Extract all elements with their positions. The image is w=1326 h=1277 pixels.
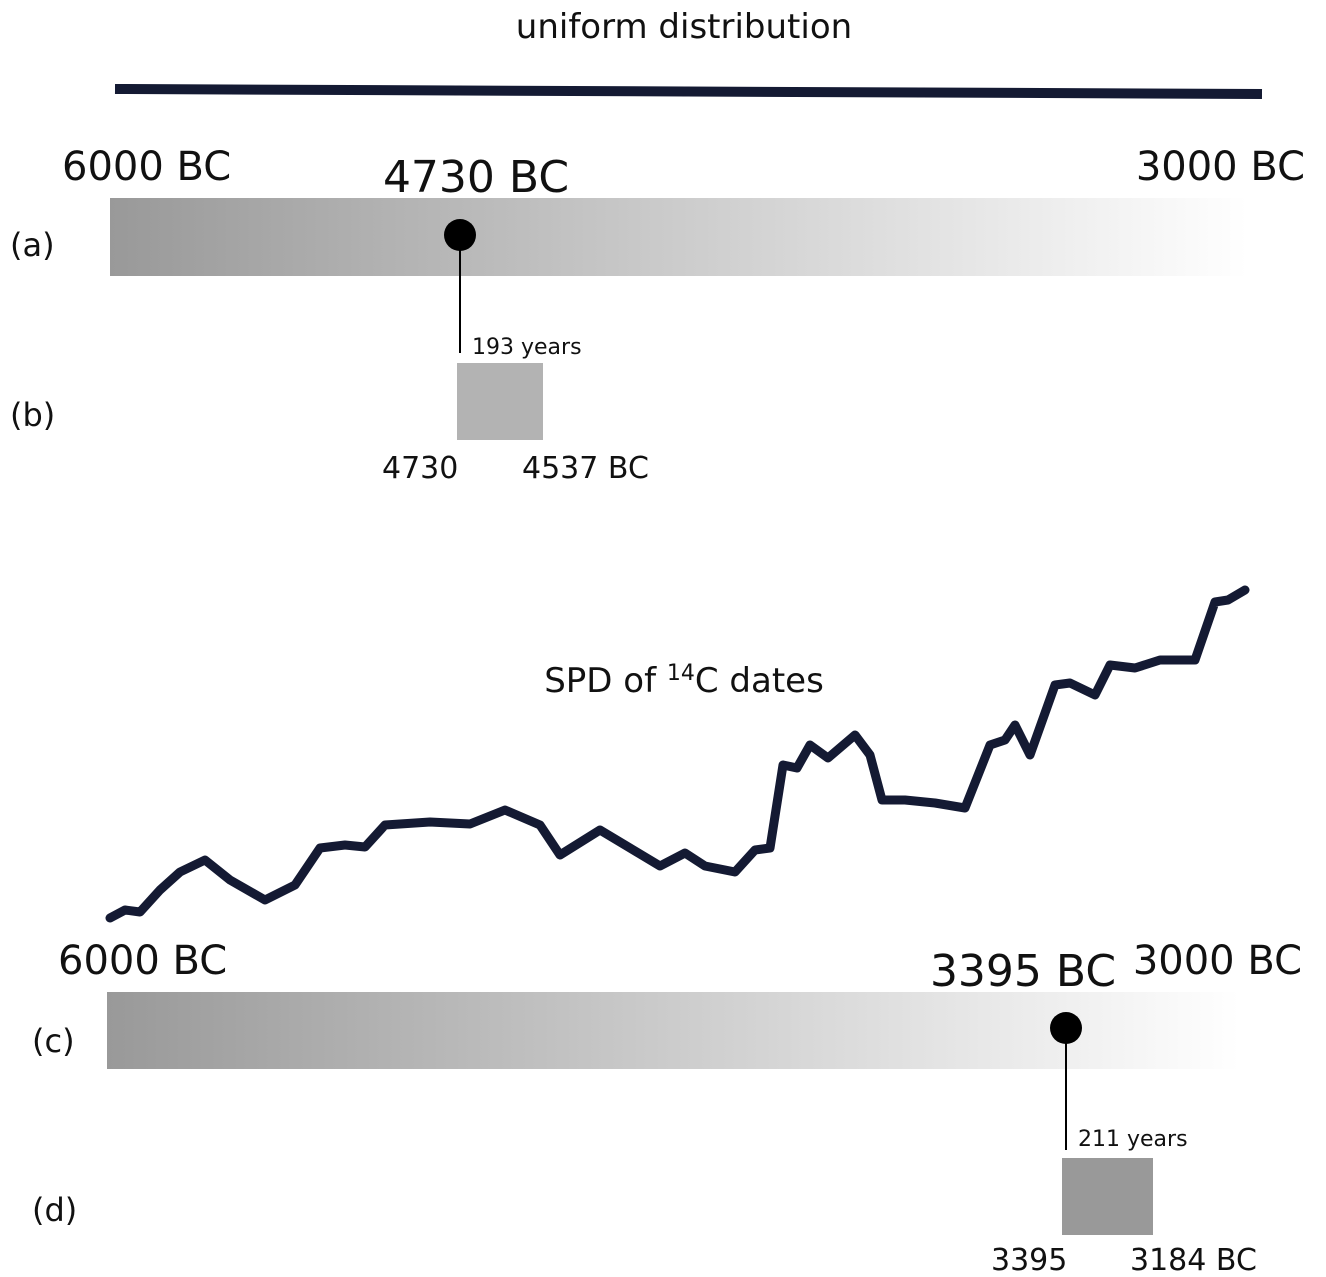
start-label: 6000 BC: [58, 938, 227, 984]
from-label: 3395: [991, 1243, 1067, 1277]
panel-label: (d): [32, 1191, 77, 1229]
superscript: 14: [667, 661, 695, 686]
panel-label: (c): [32, 1022, 75, 1060]
panel-label: (a): [10, 226, 55, 264]
span-label: 193 years: [472, 335, 582, 360]
uniform-line: [114, 84, 1263, 99]
from-label: 4730: [382, 451, 458, 486]
end-label: 3000 BC: [1133, 938, 1302, 984]
span-label: 211 years: [1078, 1127, 1188, 1152]
title-text: SPD of: [544, 661, 667, 701]
spd-title: SPD of 14C dates: [544, 661, 824, 701]
panel-label: (b): [10, 396, 55, 434]
timeline-bar: [110, 198, 1248, 276]
title: uniform distribution: [516, 7, 852, 47]
to-label: 3184 BC: [1130, 1243, 1257, 1277]
spd-curve: [105, 585, 1250, 923]
end-label: 3000 BC: [1136, 144, 1305, 190]
span-box: [457, 363, 543, 440]
start-label: 6000 BC: [62, 144, 231, 190]
span-box: [1062, 1158, 1153, 1235]
title-text: C dates: [695, 661, 824, 701]
to-label: 4537 BC: [522, 451, 649, 486]
date-label: 4730 BC: [383, 152, 569, 203]
date-label: 3395 BC: [930, 946, 1116, 997]
